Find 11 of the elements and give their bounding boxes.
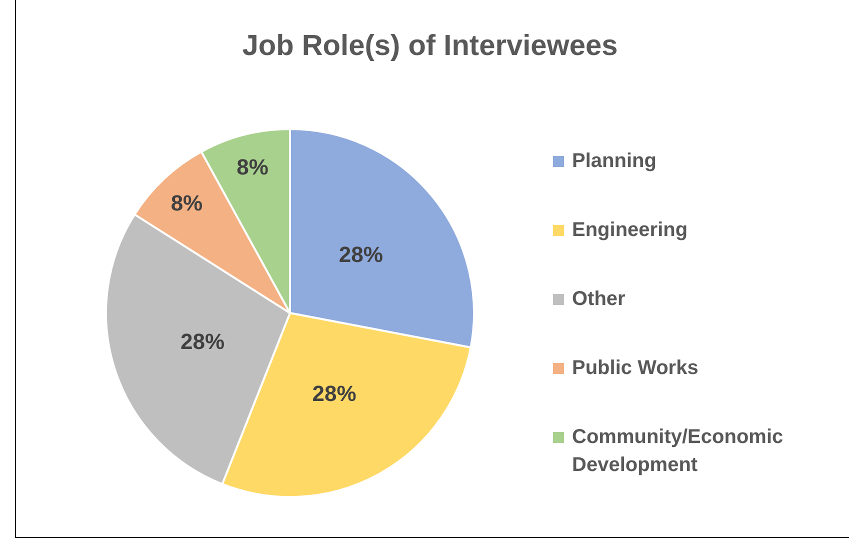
legend-label: Engineering [572,218,688,243]
data-label: 28% [180,328,225,354]
data-label: 28% [338,242,383,267]
legend-label: Planning [572,149,656,174]
legend-label: Public Works [572,356,698,381]
data-label: 8% [236,154,268,180]
legend-label: Other [572,287,626,312]
data-label: 28% [312,381,356,406]
data-label: 8% [170,190,203,216]
legend-label: Community/Economic Development [572,425,784,478]
chart-title: Job Role(s) of Interviewees [241,30,619,63]
